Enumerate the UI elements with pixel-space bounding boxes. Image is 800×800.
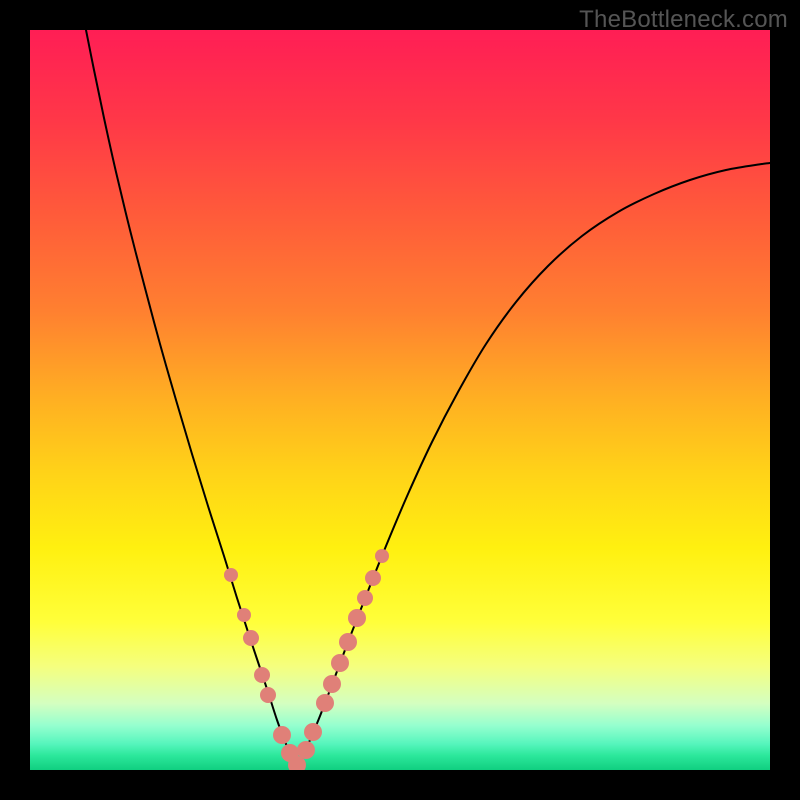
marker-right-5 [339,633,357,651]
plot-area [30,30,770,770]
marker-left-5 [273,726,291,744]
marker-right-9 [375,549,389,563]
marker-right-1 [304,723,322,741]
marker-right-3 [323,675,341,693]
marker-right-7 [357,590,373,606]
marker-right-6 [348,609,366,627]
marker-right-4 [331,654,349,672]
marker-right-2 [316,694,334,712]
chart-root: TheBottleneck.com [0,0,800,800]
plot-svg [30,30,770,770]
marker-left-2 [243,630,259,646]
marker-right-0 [297,741,315,759]
marker-right-8 [365,570,381,586]
marker-left-0 [224,568,238,582]
gradient-background [30,30,770,770]
marker-left-1 [237,608,251,622]
marker-left-4 [260,687,276,703]
marker-left-3 [254,667,270,683]
